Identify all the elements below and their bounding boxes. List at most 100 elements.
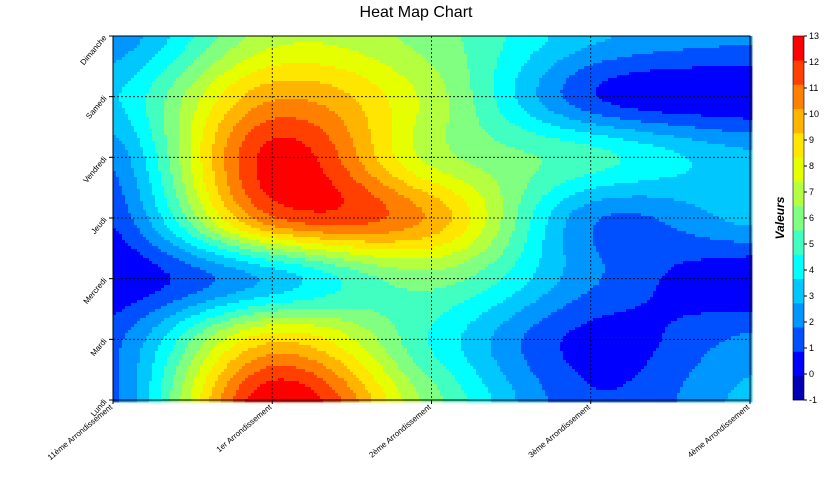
heatmap-cell bbox=[380, 57, 383, 60]
heatmap-cell bbox=[743, 54, 746, 57]
heatmap-cell bbox=[650, 60, 653, 63]
heatmap-cell bbox=[398, 93, 401, 96]
heatmap-cell bbox=[725, 99, 728, 102]
heatmap-cell bbox=[506, 48, 509, 51]
heatmap-cell bbox=[362, 81, 365, 84]
heatmap-cell bbox=[326, 78, 329, 81]
heatmap-cell bbox=[743, 36, 746, 39]
heatmap-cell bbox=[623, 78, 626, 81]
heatmap-cell bbox=[554, 75, 557, 78]
heatmap-cell bbox=[596, 81, 599, 84]
heatmap-cell bbox=[347, 66, 350, 69]
heatmap-cell bbox=[422, 63, 425, 66]
heatmap-cell bbox=[626, 78, 629, 81]
heatmap-cell bbox=[479, 99, 482, 102]
heatmap-cell bbox=[377, 102, 380, 105]
heatmap-cell bbox=[353, 60, 356, 63]
heatmap-cell bbox=[359, 84, 362, 87]
heatmap-cell bbox=[122, 39, 125, 42]
heatmap-cell bbox=[605, 81, 608, 84]
heatmap-cell bbox=[683, 69, 686, 72]
heatmap-cell bbox=[704, 54, 707, 57]
heatmap-cell bbox=[341, 81, 344, 84]
heatmap-cell bbox=[674, 63, 677, 66]
heatmap-cell bbox=[344, 93, 347, 96]
heatmap-cell bbox=[515, 81, 518, 84]
heatmap-cell bbox=[623, 60, 626, 63]
heatmap-cell bbox=[638, 93, 641, 96]
heatmap-cell bbox=[455, 48, 458, 51]
heatmap-cell bbox=[536, 36, 539, 39]
heatmap-cell bbox=[485, 81, 488, 84]
heatmap-cell bbox=[242, 60, 245, 63]
heatmap-cell bbox=[311, 51, 314, 54]
heatmap-cell bbox=[452, 87, 455, 90]
heatmap-cell bbox=[716, 36, 719, 39]
heatmap-cell bbox=[359, 36, 362, 39]
heatmap-cell bbox=[185, 84, 188, 87]
heatmap-cell bbox=[146, 36, 149, 39]
heatmap-cell bbox=[194, 75, 197, 78]
heatmap-cell bbox=[539, 78, 542, 81]
heatmap-cell bbox=[347, 45, 350, 48]
heatmap-cell bbox=[287, 60, 290, 63]
heatmap-cell bbox=[482, 45, 485, 48]
heatmap-cell bbox=[539, 57, 542, 60]
heatmap-cell bbox=[176, 57, 179, 60]
heatmap-cell bbox=[419, 36, 422, 39]
heatmap-cell bbox=[530, 75, 533, 78]
heatmap-cell bbox=[653, 60, 656, 63]
heatmap-cell bbox=[728, 75, 731, 78]
heatmap-cell bbox=[536, 39, 539, 42]
heatmap-cell bbox=[299, 48, 302, 51]
heatmap-cell bbox=[578, 81, 581, 84]
heatmap-cell bbox=[494, 87, 497, 90]
heatmap-cell bbox=[374, 87, 377, 90]
heatmap-cell bbox=[359, 69, 362, 72]
heatmap-cell bbox=[188, 102, 191, 105]
heatmap-cell bbox=[227, 36, 230, 39]
heatmap-cell bbox=[254, 69, 257, 72]
heatmap-cell bbox=[236, 69, 239, 72]
heatmap-cell bbox=[683, 81, 686, 84]
heatmap-cell bbox=[287, 87, 290, 90]
heatmap-cell bbox=[440, 42, 443, 45]
heatmap-cell bbox=[602, 42, 605, 45]
heatmap-cell bbox=[665, 63, 668, 66]
heatmap-cell bbox=[173, 102, 176, 105]
heatmap-cell bbox=[233, 78, 236, 81]
heatmap-cell bbox=[599, 60, 602, 63]
heatmap-cell bbox=[407, 45, 410, 48]
heatmap-cell bbox=[617, 93, 620, 96]
heatmap-cell bbox=[488, 99, 491, 102]
heatmap-cell bbox=[512, 45, 515, 48]
heatmap-cell bbox=[389, 48, 392, 51]
heatmap-cell bbox=[695, 60, 698, 63]
heatmap-cell bbox=[326, 45, 329, 48]
heatmap-cell bbox=[587, 84, 590, 87]
heatmap-cell bbox=[650, 51, 653, 54]
heatmap-cell bbox=[509, 78, 512, 81]
heatmap-cell bbox=[338, 78, 341, 81]
heatmap-cell bbox=[287, 93, 290, 96]
heatmap-cell bbox=[512, 57, 515, 60]
heatmap-cell bbox=[122, 42, 125, 45]
heatmap-cell bbox=[152, 48, 155, 51]
heatmap-cell bbox=[602, 51, 605, 54]
heatmap-cell bbox=[290, 57, 293, 60]
heatmap-cell bbox=[575, 36, 578, 39]
heatmap-cell bbox=[653, 72, 656, 75]
heatmap-cell bbox=[494, 81, 497, 84]
heatmap-cell bbox=[479, 66, 482, 69]
heatmap-cell bbox=[290, 93, 293, 96]
heatmap-cell bbox=[677, 45, 680, 48]
heatmap-cell bbox=[191, 90, 194, 93]
heatmap-cell bbox=[416, 99, 419, 102]
heatmap-cell bbox=[506, 42, 509, 45]
heatmap-cell bbox=[563, 102, 566, 105]
heatmap-cell bbox=[665, 81, 668, 84]
heatmap-cell bbox=[551, 66, 554, 69]
heatmap-cell bbox=[227, 69, 230, 72]
heatmap-cell bbox=[176, 93, 179, 96]
heatmap-cell bbox=[176, 36, 179, 39]
